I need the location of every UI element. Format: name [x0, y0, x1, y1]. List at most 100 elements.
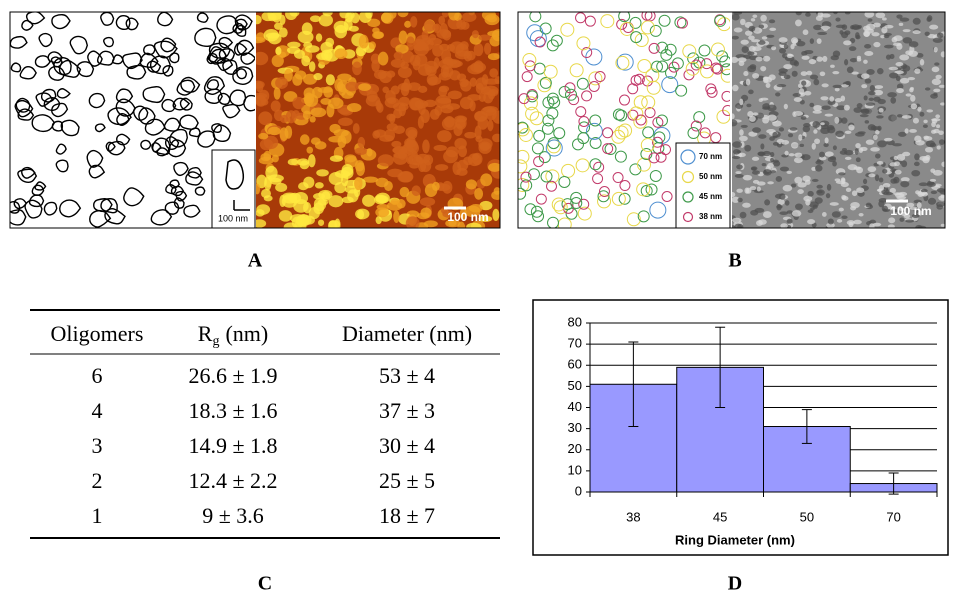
afm-grain	[258, 156, 274, 165]
em-grain	[790, 37, 799, 44]
em-grain	[916, 202, 922, 209]
em-grain	[746, 103, 752, 108]
ring-outline	[162, 65, 174, 77]
ring-outline	[55, 159, 69, 173]
afm-grain	[376, 103, 384, 113]
ring-outline	[211, 123, 223, 133]
ring	[597, 190, 610, 203]
em-grain	[802, 125, 811, 133]
afm-grain	[347, 189, 359, 203]
ring-outline	[206, 79, 220, 91]
afm-grain	[435, 164, 449, 171]
em-grain	[761, 36, 768, 40]
afm-grain	[457, 221, 466, 228]
em-grain	[913, 161, 920, 167]
legend-label: 45 nm	[699, 192, 722, 201]
ring	[652, 116, 664, 128]
em-grain	[845, 80, 851, 86]
em-grain	[834, 87, 840, 92]
em-grain	[931, 121, 936, 128]
afm-grain	[437, 130, 452, 143]
afm-grain	[328, 220, 341, 228]
afm-grain	[258, 111, 273, 126]
em-grain	[783, 64, 793, 70]
afm-grain	[441, 12, 449, 18]
ring	[553, 127, 566, 140]
table-header: Oligomers	[51, 321, 144, 346]
em-grain	[792, 93, 801, 97]
ring-outline	[116, 113, 130, 126]
ring	[706, 86, 718, 98]
ring-outline	[96, 50, 115, 66]
ring-outline	[58, 59, 82, 78]
em-grain	[783, 103, 788, 110]
em-grain	[809, 102, 815, 108]
em-grain	[889, 206, 896, 211]
afm-grain	[264, 176, 272, 191]
ring-outline	[100, 12, 115, 26]
ring-outline	[125, 17, 139, 31]
x-tick-label: 50	[800, 509, 814, 524]
afm-grain	[284, 68, 293, 82]
ring	[656, 41, 669, 54]
afm-grain	[279, 127, 289, 142]
ring	[661, 76, 679, 94]
em-grain	[808, 201, 819, 208]
em-grain	[786, 170, 792, 174]
afm-grain	[358, 83, 372, 92]
em-grain	[848, 46, 857, 52]
ring-outline	[203, 76, 226, 96]
afm-grain	[386, 201, 403, 211]
em-grain	[794, 176, 803, 184]
afm-grain	[469, 77, 477, 87]
ring	[539, 22, 552, 35]
em-grain	[940, 51, 945, 58]
afm-grain	[270, 177, 282, 185]
afm-grain	[484, 42, 492, 55]
em-grain	[875, 129, 880, 135]
afm-grain	[263, 29, 279, 42]
ring-outline	[28, 194, 45, 208]
em-grain	[817, 190, 823, 194]
em-grain	[890, 97, 897, 104]
em-grain	[874, 85, 884, 89]
ring-outline	[19, 65, 37, 80]
y-tick-label: 10	[568, 462, 582, 477]
em-grain	[795, 12, 802, 16]
em-grain	[732, 191, 736, 198]
em-grain	[927, 34, 937, 39]
afm-grain	[286, 46, 301, 54]
ring-outline	[31, 114, 56, 133]
em-grain	[906, 202, 915, 207]
em-grain	[925, 140, 936, 147]
em-grain	[881, 26, 888, 34]
ring-outline	[179, 114, 199, 130]
em-grain	[770, 157, 775, 163]
ring	[701, 58, 713, 70]
ring	[602, 127, 614, 139]
afm-grain	[322, 12, 333, 17]
em-grain	[807, 219, 816, 225]
em-grain	[938, 139, 945, 145]
afm-grain	[410, 16, 418, 28]
em-grain	[772, 141, 779, 146]
em-grain	[762, 169, 772, 176]
em-grain	[750, 18, 756, 22]
afm-grain	[294, 70, 307, 80]
em-grain	[820, 96, 829, 101]
em-grain	[809, 74, 819, 80]
table-cell: 26.6 ± 1.9	[188, 363, 277, 388]
afm-grain	[256, 51, 269, 66]
ring-outline	[17, 108, 35, 121]
ring-outline	[10, 35, 28, 49]
em-grain	[844, 156, 852, 160]
afm-grain	[405, 139, 417, 148]
ring	[685, 61, 700, 76]
ring-outline	[243, 94, 255, 112]
em-grain	[869, 223, 875, 228]
em-grain	[893, 192, 903, 196]
afm-grain	[329, 123, 341, 134]
legend-label: 70 nm	[699, 152, 722, 161]
afm-grain	[398, 30, 408, 45]
em-grain	[887, 92, 897, 98]
